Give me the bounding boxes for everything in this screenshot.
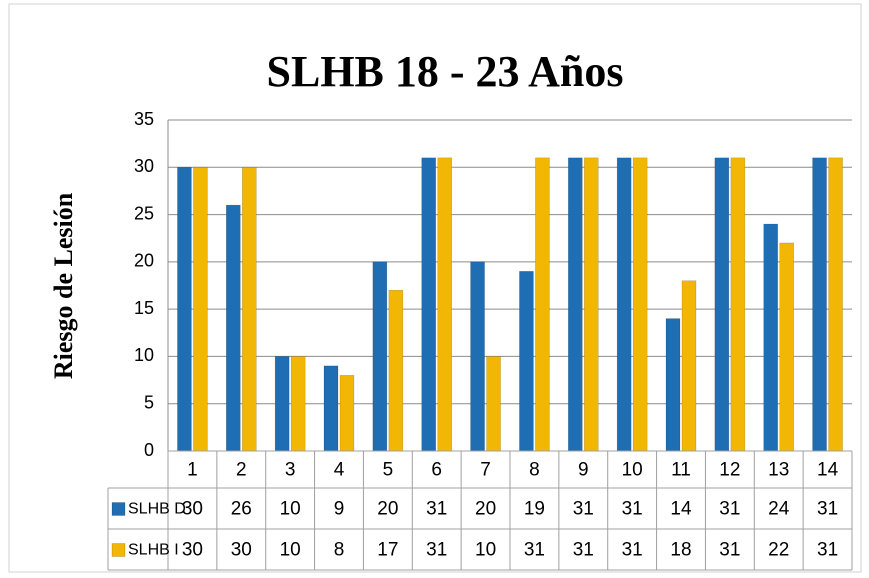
bar bbox=[828, 157, 843, 452]
bar bbox=[437, 157, 452, 452]
x-tick-label: 9 bbox=[578, 460, 589, 481]
x-tick-label: 2 bbox=[236, 460, 247, 481]
table-value: 9 bbox=[334, 499, 345, 520]
bar bbox=[632, 157, 648, 452]
bar bbox=[177, 167, 192, 452]
table-value: 31 bbox=[817, 540, 838, 561]
table-value: 17 bbox=[377, 540, 398, 561]
y-tick-label: 0 bbox=[144, 440, 154, 460]
bar bbox=[584, 157, 599, 452]
table-value: 10 bbox=[475, 540, 496, 561]
y-tick-label: 35 bbox=[134, 109, 154, 129]
bar bbox=[681, 280, 697, 452]
x-tick-label: 13 bbox=[768, 460, 789, 481]
table-value: 30 bbox=[231, 540, 252, 561]
y-tick-label: 30 bbox=[134, 156, 154, 176]
bar bbox=[665, 318, 681, 452]
legend-label: SLHB I bbox=[128, 542, 179, 559]
table-value: 31 bbox=[426, 540, 447, 561]
bar bbox=[519, 271, 534, 452]
bar bbox=[730, 157, 746, 452]
table-value: 30 bbox=[182, 499, 203, 520]
table-value: 19 bbox=[524, 499, 545, 520]
table-value: 20 bbox=[475, 499, 496, 520]
table-value: 31 bbox=[426, 499, 447, 520]
x-tick-label: 5 bbox=[383, 460, 394, 481]
table-value: 24 bbox=[768, 499, 790, 520]
x-tick-label: 7 bbox=[480, 460, 491, 481]
table-value: 22 bbox=[768, 540, 789, 561]
legend-swatch bbox=[111, 502, 126, 516]
x-tick-label: 11 bbox=[671, 460, 691, 481]
y-tick-label: 5 bbox=[144, 392, 154, 412]
bar bbox=[714, 157, 730, 452]
bar bbox=[568, 157, 583, 452]
bar bbox=[763, 223, 778, 452]
legend-swatch bbox=[111, 543, 126, 557]
y-tick-label: 20 bbox=[134, 251, 154, 271]
bar bbox=[421, 157, 436, 452]
table-value: 31 bbox=[622, 540, 643, 561]
table-value: 26 bbox=[231, 499, 252, 520]
y-tick-label: 15 bbox=[134, 298, 154, 318]
table-value: 18 bbox=[670, 540, 691, 561]
table-value: 31 bbox=[817, 499, 838, 520]
table-value: 30 bbox=[182, 540, 203, 561]
table-value: 31 bbox=[719, 540, 740, 561]
x-tick-label: 1 bbox=[187, 460, 198, 481]
x-tick-label: 14 bbox=[817, 460, 839, 481]
table-value: 31 bbox=[573, 499, 594, 520]
bar bbox=[290, 356, 306, 452]
bar bbox=[339, 375, 355, 452]
bar bbox=[226, 204, 241, 452]
x-tick-label: 10 bbox=[622, 460, 643, 481]
table-value: 8 bbox=[334, 540, 345, 561]
bar bbox=[535, 157, 550, 452]
table-value: 31 bbox=[573, 540, 594, 561]
bar bbox=[470, 261, 485, 452]
y-tick-label: 25 bbox=[134, 203, 154, 223]
x-tick-label: 8 bbox=[529, 460, 540, 481]
bar bbox=[193, 167, 208, 452]
bar bbox=[372, 261, 388, 452]
x-tick-label: 4 bbox=[334, 460, 345, 481]
chart-title: SLHB 18 - 23 Años bbox=[267, 47, 624, 96]
legend-label: SLHB D bbox=[128, 501, 186, 518]
table-value: 31 bbox=[622, 499, 643, 520]
bar bbox=[616, 157, 632, 452]
y-tick-label: 10 bbox=[134, 345, 154, 365]
x-tick-label: 3 bbox=[285, 460, 296, 481]
bar bbox=[274, 356, 290, 452]
bar bbox=[812, 157, 827, 452]
table-value: 20 bbox=[377, 499, 398, 520]
x-tick-label: 6 bbox=[431, 460, 442, 481]
bar bbox=[242, 167, 257, 452]
bar bbox=[388, 289, 404, 452]
x-tick-label: 12 bbox=[719, 460, 740, 481]
bar bbox=[486, 356, 501, 452]
table-value: 10 bbox=[280, 499, 301, 520]
table-value: 10 bbox=[280, 540, 301, 561]
bar bbox=[323, 365, 339, 452]
table-value: 31 bbox=[719, 499, 740, 520]
y-axis-label: Riesgo de Lesión bbox=[49, 192, 78, 379]
table-value: 31 bbox=[524, 540, 545, 561]
table-value: 14 bbox=[670, 499, 692, 520]
bar bbox=[779, 242, 794, 452]
